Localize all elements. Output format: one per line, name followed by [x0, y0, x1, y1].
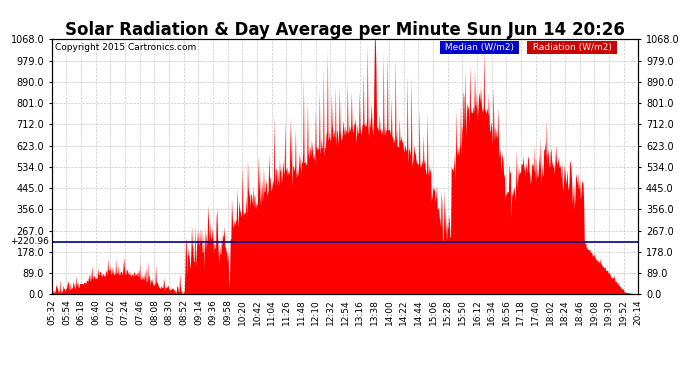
Text: +220.96: +220.96	[10, 237, 49, 246]
Title: Solar Radiation & Day Average per Minute Sun Jun 14 20:26: Solar Radiation & Day Average per Minute…	[65, 21, 625, 39]
Text: Median (W/m2): Median (W/m2)	[442, 43, 517, 52]
Text: Copyright 2015 Cartronics.com: Copyright 2015 Cartronics.com	[55, 43, 196, 52]
Text: Radiation (W/m2): Radiation (W/m2)	[530, 43, 615, 52]
